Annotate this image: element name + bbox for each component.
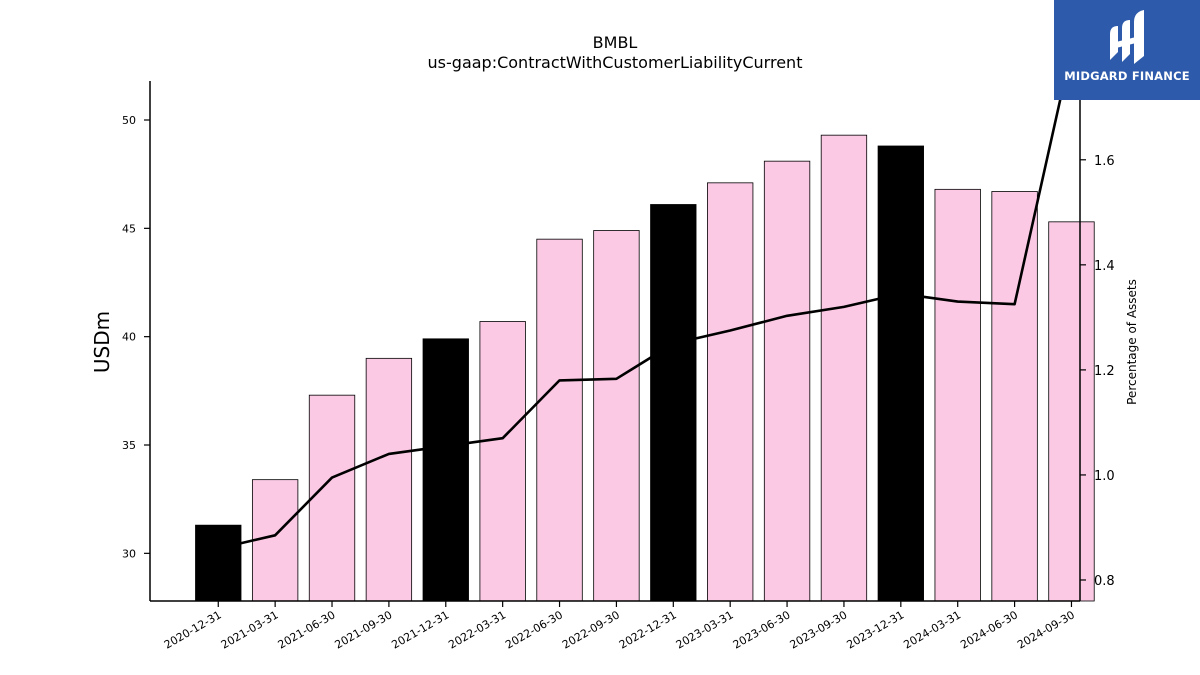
- x-tick-label: 2021-03-31: [219, 608, 281, 651]
- bar-2024-06-30: [991, 191, 1038, 602]
- y2-tick-label: 1.4: [1094, 259, 1115, 274]
- bar-2023-06-30: [763, 160, 811, 602]
- bar-2023-09-30: [820, 134, 868, 602]
- y2-tick-label: 1.6: [1094, 154, 1115, 169]
- x-tick-label: 2024-03-31: [901, 608, 963, 651]
- x-tick-label: 2022-06-30: [503, 608, 565, 651]
- bar-2021-12-31: [422, 338, 469, 602]
- y-tick-label: 30: [122, 547, 136, 560]
- bar-2022-12-31: [650, 204, 697, 602]
- chart-subtitle: us-gaap:ContractWithCustomerLiabilityCur…: [428, 53, 803, 72]
- bar-2021-03-31: [251, 479, 299, 602]
- y2-axis-label: Percentage of Assets: [1125, 279, 1139, 405]
- x-tick-label: 2021-09-30: [333, 608, 395, 651]
- logo-text: MIDGARD FINANCE: [1064, 69, 1190, 83]
- x-tick-label: 2022-03-31: [446, 608, 508, 651]
- x-tick-label: 2021-06-30: [276, 608, 338, 651]
- bar-2020-12-31: [195, 524, 242, 602]
- logo-icon: [1110, 10, 1144, 64]
- y2-tick-label: 1.2: [1094, 364, 1115, 379]
- x-tick-label: 2024-09-30: [1015, 608, 1077, 651]
- bar-2022-09-30: [593, 230, 640, 602]
- bar-2023-12-31: [877, 145, 924, 602]
- chart-title: BMBL: [593, 33, 638, 52]
- bar-2021-06-30: [308, 394, 356, 602]
- bar-2024-09-30: [1048, 221, 1095, 602]
- x-tick-label: 2023-06-30: [731, 608, 793, 651]
- line-percentage-of-assets: [218, 80, 1066, 550]
- x-tick-label: 2022-09-30: [560, 608, 622, 651]
- y-axis-label: USDm: [90, 311, 114, 373]
- brand-logo: MIDGARD FINANCE: [1054, 0, 1200, 100]
- bar-2022-03-31: [479, 321, 526, 602]
- x-tick-label: 2022-12-31: [617, 608, 679, 651]
- y-tick-label: 50: [122, 114, 136, 127]
- y-tick-label: 40: [122, 331, 136, 344]
- y2-tick-label: 0.8: [1094, 574, 1115, 589]
- y2-tick-label: 1.0: [1094, 469, 1115, 484]
- bar-2024-03-31: [934, 188, 981, 602]
- bar-2021-09-30: [365, 357, 413, 602]
- x-tick-label: 2023-12-31: [844, 608, 906, 651]
- x-tick-label: 2021-12-31: [389, 608, 451, 651]
- x-tick-label: 2020-12-31: [162, 608, 224, 651]
- bar-2023-03-31: [707, 182, 754, 602]
- y-tick-label: 35: [122, 439, 136, 452]
- bar-2022-06-30: [536, 238, 583, 602]
- x-tick-label: 2024-06-30: [958, 608, 1020, 651]
- x-tick-label: 2023-09-30: [788, 608, 850, 651]
- y-tick-label: 45: [122, 222, 136, 235]
- x-tick-label: 2023-03-31: [674, 608, 736, 651]
